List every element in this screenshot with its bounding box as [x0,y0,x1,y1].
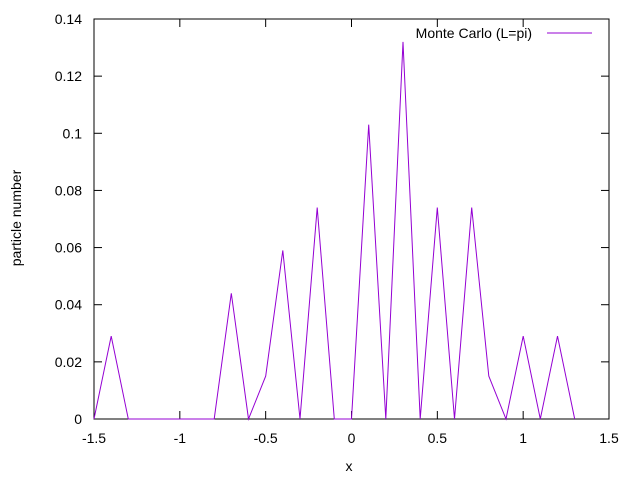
y-tick-label: 0.1 [63,125,83,141]
y-tick-label: 0.12 [55,68,82,84]
axes [93,18,610,420]
plot-frame [93,18,610,420]
legend-label: Monte Carlo (L=pi) [416,25,532,41]
y-tick-label: 0.14 [55,11,82,27]
series-line-monte-carlo [93,41,576,421]
x-tick-label: -1 [174,430,187,446]
x-tick-label: 0 [348,430,356,446]
y-axis-label: particle number [8,169,24,266]
tick-labels: -1.5 -1 -0.5 0 0.5 1 1.5 0 0.02 0.04 0.06 0.08 0.1 0.… [55,11,619,446]
y-tick-label: 0.04 [55,297,82,313]
x-tick-label: -0.5 [254,430,278,446]
y-tick-label: 0.08 [55,182,82,198]
legend: Monte Carlo (L=pi) [416,25,592,41]
y-tick-label: 0.02 [55,354,82,370]
x-tick-label: 1.5 [599,430,619,446]
x-tick-label: 1 [519,430,527,446]
y-tick-label: 0.06 [55,240,82,256]
y-tick-label: 0 [74,411,82,427]
tick-marks [93,18,610,420]
x-tick-label: -1.5 [82,430,106,446]
series-lines [93,41,576,421]
x-tick-label: 0.5 [428,430,448,446]
x-axis-label: x [346,458,353,474]
